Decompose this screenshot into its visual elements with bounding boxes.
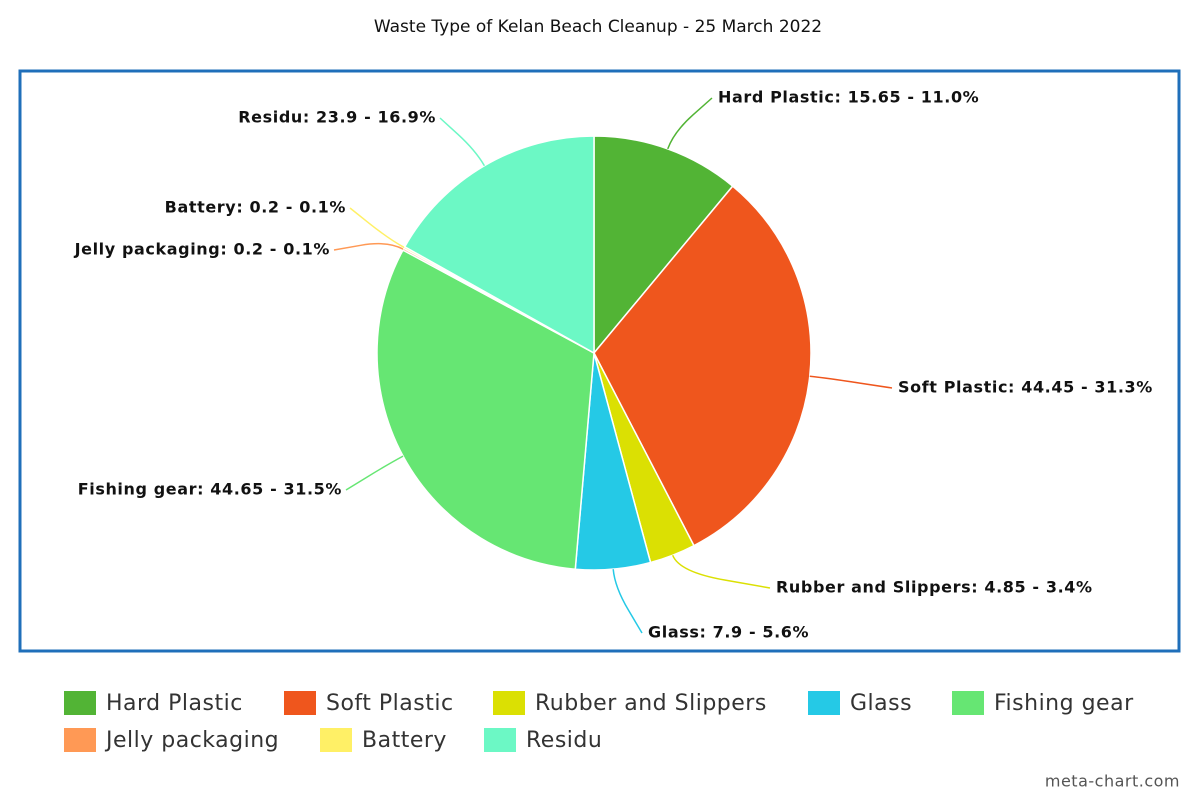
credit: meta-chart.com [1045, 772, 1180, 791]
legend-swatch [284, 691, 316, 715]
data-label: Jelly packaging: 0.2 - 0.1% [74, 240, 330, 259]
legend-label: Residu [526, 728, 602, 753]
leader-line [671, 554, 771, 589]
data-label: Glass: 7.9 - 5.6% [648, 623, 809, 642]
data-label: Fishing gear: 44.65 - 31.5% [78, 480, 342, 499]
plot-frame [18, 69, 1181, 653]
leader-line [667, 97, 713, 150]
legend-label: Fishing gear [994, 691, 1134, 716]
legend-label: Hard Plastic [106, 691, 243, 716]
legend-label: Jelly packaging [104, 728, 279, 753]
leader-line [612, 569, 643, 634]
data-label: Battery: 0.2 - 0.1% [165, 198, 346, 217]
leader-line [439, 117, 486, 167]
pie-slice [593, 185, 812, 547]
pie-slice [593, 135, 734, 356]
legend-swatch [493, 691, 525, 715]
legend-label: Glass [850, 691, 912, 716]
legend-label: Soft Plastic [326, 691, 454, 716]
data-label: Soft Plastic: 44.45 - 31.3% [898, 378, 1153, 397]
leader-line [349, 207, 405, 249]
chart-title: Waste Type of Kelan Beach Cleanup - 25 M… [374, 17, 822, 37]
data-label: Rubber and Slippers: 4.85 - 3.4% [776, 578, 1093, 597]
legend-swatch [64, 728, 96, 752]
pie-slice [403, 135, 595, 355]
data-label: Hard Plastic: 15.65 - 11.0% [718, 88, 979, 107]
legend-swatch [320, 728, 352, 752]
legend-swatch [64, 691, 96, 715]
legend-label: Battery [362, 728, 447, 753]
leader-line [345, 455, 404, 491]
legend-swatch [484, 728, 516, 752]
leader-line [809, 375, 893, 389]
data-label: Residu: 23.9 - 16.9% [238, 108, 436, 127]
legend-swatch [952, 691, 984, 715]
pie-slice [376, 249, 595, 571]
legend-swatch [808, 691, 840, 715]
leader-line [333, 242, 404, 251]
legend-label: Rubber and Slippers [535, 691, 767, 716]
